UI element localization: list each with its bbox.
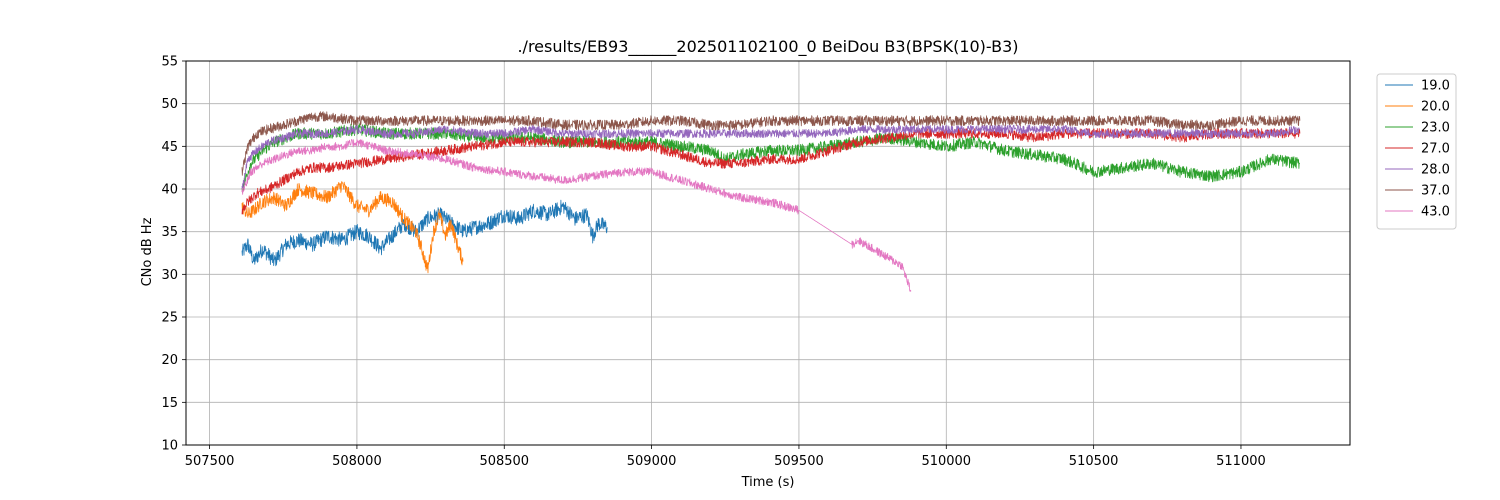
series-lines <box>241 111 1301 292</box>
series-37.0 <box>241 111 1301 176</box>
y-tick-label: 35 <box>161 225 178 240</box>
legend: 19.0 20.0 23.0 27.0 28.0 37.0 43.0 <box>1376 73 1457 230</box>
axis-ticks: 507500 508000 508500 509000 509500 510000 5105… <box>161 55 1265 470</box>
series-20.0 <box>241 181 464 274</box>
y-axis-label: CNo dB Hz <box>140 217 155 286</box>
plot-area <box>185 60 1351 446</box>
series-43.0 <box>241 139 912 292</box>
series-line-37.0 <box>241 111 1301 176</box>
y-tick-label: 50 <box>161 97 178 112</box>
x-tick-label: 510500 <box>1069 454 1119 469</box>
y-tick-label: 25 <box>161 311 178 326</box>
x-tick-label: 509000 <box>627 454 677 469</box>
grid <box>186 60 1350 446</box>
x-tick-label: 507500 <box>185 454 235 469</box>
series-line-28.0 <box>241 124 1301 190</box>
x-tick-label: 511000 <box>1216 454 1266 469</box>
legend-label: 28.0 <box>1421 163 1450 178</box>
y-tick-label: 40 <box>161 183 178 198</box>
y-tick-label: 55 <box>161 55 178 70</box>
y-tick-label: 10 <box>161 439 178 454</box>
y-tick-label: 20 <box>161 353 178 368</box>
legend-label: 19.0 <box>1421 79 1450 94</box>
legend-label: 20.0 <box>1421 100 1450 115</box>
series-line-19.0 <box>241 199 608 267</box>
series-line-43.0 <box>241 139 912 292</box>
series-line-20.0 <box>241 181 464 274</box>
legend-label: 27.0 <box>1421 142 1450 157</box>
legend-label: 37.0 <box>1421 184 1450 199</box>
series-19.0 <box>241 199 608 267</box>
x-axis-label: Time (s) <box>741 475 795 490</box>
x-tick-label: 508000 <box>332 454 382 469</box>
x-tick-label: 509500 <box>774 454 824 469</box>
y-tick-label: 30 <box>161 268 178 283</box>
y-tick-label: 45 <box>161 140 178 155</box>
chart-title: ./results/EB93______202501102100_0 BeiDo… <box>517 37 1018 57</box>
legend-label: 23.0 <box>1421 121 1450 136</box>
x-tick-label: 510000 <box>921 454 971 469</box>
y-tick-label: 15 <box>161 396 178 411</box>
legend-label: 43.0 <box>1421 205 1450 220</box>
x-tick-label: 508500 <box>479 454 529 469</box>
